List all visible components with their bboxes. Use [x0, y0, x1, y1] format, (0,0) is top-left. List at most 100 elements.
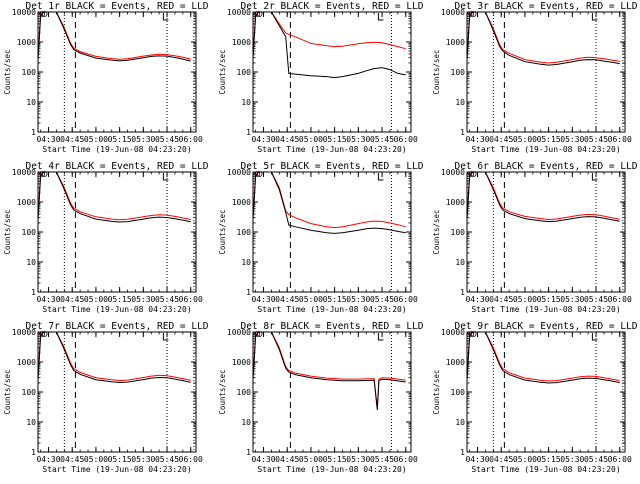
x-tick-label: 04:30	[465, 455, 489, 464]
x-axis-label: Start Time (19-Jun-08 04:23:20)	[257, 145, 406, 154]
y-tick-label: 10000	[12, 168, 36, 177]
corner-bracket-mark	[591, 333, 598, 341]
x-tick-label: 04:45	[60, 295, 84, 304]
panel-title: Det 8r BLACK = Events, RED = LLD	[240, 321, 423, 332]
y-tick-label: 1	[246, 288, 251, 297]
x-tick-label: 05:00	[84, 455, 108, 464]
x-axis-label: Start Time (19-Jun-08 04:23:20)	[471, 465, 620, 474]
x-tick-label: 05:45	[584, 295, 608, 304]
x-tick-label: 05:45	[155, 135, 179, 144]
y-tick-label: 10	[241, 98, 251, 107]
series-events-line	[467, 172, 620, 223]
corner-bracket-mark	[377, 333, 384, 341]
x-tick-label: 05:15	[537, 295, 561, 304]
y-axis-label: Counts/sec	[432, 49, 441, 94]
y-tick-label: 1	[31, 288, 36, 297]
series-lld-line	[38, 172, 191, 221]
y-tick-label: 10000	[441, 328, 465, 337]
series-lld-line	[38, 12, 191, 60]
y-axis-label: Counts/sec	[218, 369, 227, 414]
x-tick-label: 04:45	[275, 455, 299, 464]
x-tick-label: 04:30	[251, 295, 275, 304]
plot-frame	[252, 11, 412, 133]
x-tick-label: 04:30	[251, 455, 275, 464]
y-tick-label: 1	[460, 128, 465, 137]
y-axis-label: Counts/sec	[218, 49, 227, 94]
y-tick-label: 1000	[446, 38, 465, 47]
y-tick-label: 1000	[17, 358, 36, 367]
y-tick-label: 1	[31, 448, 36, 457]
y-tick-label: 10000	[441, 168, 465, 177]
panel-det-5r: Det 5r BLACK = Events, RED = LLD 1 10 100 10…	[218, 161, 424, 314]
x-tick-label: 05:00	[513, 135, 537, 144]
x-tick-label: 05:30	[131, 295, 155, 304]
x-tick-label: 04:45	[489, 455, 513, 464]
x-tick-label: 05:00	[299, 135, 323, 144]
y-tick-label: 10000	[227, 168, 251, 177]
y-axis-label: Counts/sec	[218, 209, 227, 254]
panel-title: Det 1r BLACK = Events, RED = LLD	[25, 1, 208, 12]
panel-title: Det 6r BLACK = Events, RED = LLD	[454, 161, 637, 172]
y-tick-label: 10000	[12, 8, 36, 17]
x-tick-label: 04:30	[251, 135, 275, 144]
x-tick-label: 05:30	[131, 135, 155, 144]
series-events-line	[38, 12, 191, 62]
x-tick-label: 05:00	[513, 295, 537, 304]
corner-bracket-mark	[162, 333, 169, 341]
x-tick-label: 04:45	[275, 295, 299, 304]
x-tick-label: 06:00	[608, 455, 632, 464]
y-tick-label: 1	[246, 448, 251, 457]
x-tick-label: 05:30	[560, 135, 584, 144]
panel-det-8r: Det 8r BLACK = Events, RED = LLD 1 10 100 10…	[218, 321, 424, 474]
y-tick-label: 100	[22, 388, 37, 397]
plot-frame	[466, 171, 626, 293]
y-tick-label: 10000	[227, 328, 251, 337]
plot-frame	[37, 171, 197, 293]
x-tick-label: 04:45	[489, 135, 513, 144]
x-tick-label: 05:00	[299, 455, 323, 464]
x-tick-label: 05:45	[370, 295, 394, 304]
y-tick-label: 1000	[17, 198, 36, 207]
y-tick-label: 1	[246, 128, 251, 137]
x-tick-label: 05:30	[346, 295, 370, 304]
y-tick-label: 100	[451, 228, 466, 237]
x-tick-label: 04:30	[36, 455, 60, 464]
x-tick-label: 04:45	[60, 455, 84, 464]
x-tick-label: 06:00	[179, 295, 203, 304]
x-tick-label: 04:30	[465, 295, 489, 304]
x-axis-label: Start Time (19-Jun-08 04:23:20)	[257, 465, 406, 474]
x-tick-label: 05:30	[560, 455, 584, 464]
x-tick-label: 05:30	[560, 295, 584, 304]
y-tick-label: 1000	[232, 358, 251, 367]
y-tick-label: 10	[241, 418, 251, 427]
x-tick-label: 05:15	[108, 295, 132, 304]
x-tick-label: 05:45	[155, 295, 179, 304]
y-tick-label: 1	[31, 128, 36, 137]
panel-det-4r: Det 4r BLACK = Events, RED = LLD 1 10 100 10…	[3, 161, 209, 314]
y-tick-label: 100	[451, 388, 466, 397]
series-events-line	[253, 332, 406, 411]
y-tick-label: 10	[455, 98, 465, 107]
y-tick-label: 10	[26, 98, 36, 107]
x-tick-label: 05:00	[513, 455, 537, 464]
x-tick-label: 05:45	[370, 455, 394, 464]
x-tick-label: 05:45	[155, 455, 179, 464]
series-lld-line	[253, 332, 406, 408]
y-tick-label: 1000	[446, 198, 465, 207]
x-tick-label: 05:45	[584, 455, 608, 464]
x-tick-label: 05:00	[299, 295, 323, 304]
y-axis-label: Counts/sec	[3, 209, 12, 254]
x-tick-label: 05:30	[346, 455, 370, 464]
y-axis-label: Counts/sec	[432, 369, 441, 414]
x-axis-label: Start Time (19-Jun-08 04:23:20)	[471, 305, 620, 314]
x-tick-label: 05:30	[131, 455, 155, 464]
x-tick-label: 05:15	[108, 455, 132, 464]
panel-title: Det 4r BLACK = Events, RED = LLD	[25, 161, 208, 172]
x-tick-label: 05:15	[537, 135, 561, 144]
corner-bracket-mark	[162, 13, 169, 21]
corner-bracket-mark	[377, 13, 384, 21]
y-tick-label: 10	[241, 258, 251, 267]
series-lld-line	[467, 172, 620, 221]
y-tick-label: 10	[26, 258, 36, 267]
y-axis-label: Counts/sec	[3, 369, 12, 414]
